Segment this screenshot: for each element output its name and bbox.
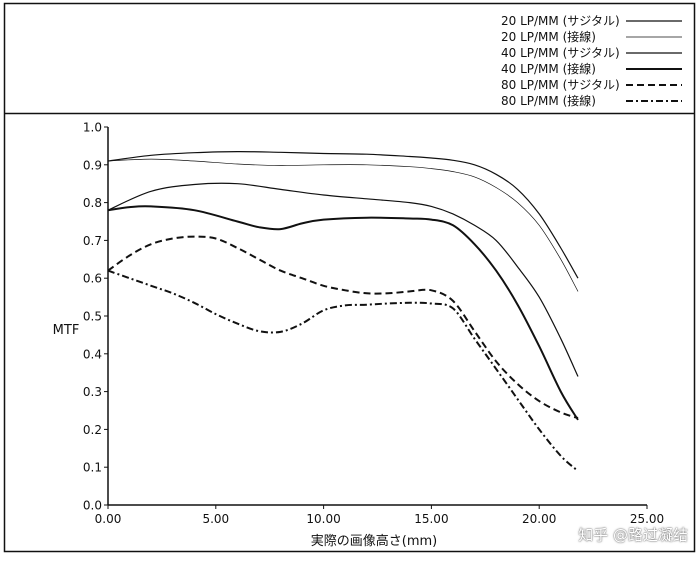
- figure-border: [3, 2, 696, 553]
- x-tick-label: 25.00: [630, 512, 664, 526]
- x-tick-label: 15.00: [414, 512, 448, 526]
- y-tick-label: 0.8: [83, 196, 102, 210]
- series-line-1: [107, 150, 579, 279]
- legend-label: 80 LP/MM (サジタル): [501, 78, 620, 92]
- legend-label: 40 LP/MM (サジタル): [501, 46, 620, 60]
- watermark-text: 知乎 @路过凝结: [578, 526, 688, 544]
- x-tick-label: 10.00: [306, 512, 340, 526]
- legend-label: 20 LP/MM (接線): [501, 29, 596, 44]
- legend: 20 LP/MM (サジタル)20 LP/MM (接線) 40 LP/MM (サジ…: [501, 14, 682, 108]
- y-tick-label: 0.1: [83, 461, 102, 475]
- x-axis-label: 実際の画像高さ(mm): [311, 533, 437, 549]
- series-line-3: [107, 182, 579, 377]
- legend-label: 80 LP/MM (接線): [501, 93, 596, 108]
- y-tick-label: 0.6: [83, 272, 102, 286]
- legend-label: 40 LP/MM (接線): [501, 61, 596, 76]
- series-group: [107, 150, 579, 472]
- y-tick-label: 0.9: [83, 158, 102, 172]
- x-tick-label: 20.00: [522, 512, 556, 526]
- legend-label: 20 LP/MM (サジタル): [501, 14, 620, 28]
- series-line-6: [107, 269, 579, 472]
- y-tick-label: 0.2: [83, 423, 102, 437]
- y-tick-label: 1.0: [83, 121, 102, 135]
- y-tick-label: 0.7: [83, 234, 102, 248]
- x-tick-label: 5.00: [202, 512, 229, 526]
- axes: 0.0 0.1 0.2 0.3 0.4 0.5 0.6 0.7 0.8 0.9 1.0 0.00 5.0…: [83, 121, 664, 527]
- series-line-2: [107, 158, 579, 292]
- y-axis-label: MTF: [53, 323, 80, 338]
- series-line-4: [107, 205, 579, 421]
- y-tick-label: 0.3: [83, 385, 102, 399]
- y-tick-label: 0.5: [83, 310, 102, 324]
- series-line-5: [107, 235, 579, 420]
- y-tick-label: 0.4: [83, 347, 102, 361]
- y-tick-label: 0.0: [83, 499, 102, 513]
- x-tick-label: 0.00: [95, 512, 122, 526]
